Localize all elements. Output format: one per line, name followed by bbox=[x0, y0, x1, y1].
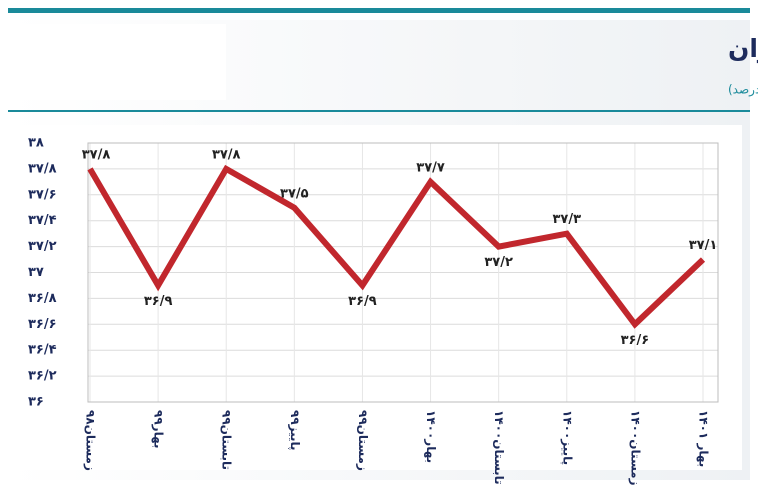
chart-subtitle: (واحد: درصد) bbox=[728, 83, 758, 98]
top-bar bbox=[8, 8, 750, 13]
y-tick-label: ۳۶/۶ bbox=[28, 317, 57, 332]
y-tick-label: ۳۷/۴ bbox=[28, 213, 57, 228]
y-tick-label: ۳۶ bbox=[28, 395, 44, 410]
y-tick-label: ۳۷/۲ bbox=[28, 239, 57, 254]
data-label: ۳۷/۷ bbox=[416, 160, 445, 175]
data-label: ۳۷/۸ bbox=[82, 147, 111, 162]
x-tick-label: زمستان۹۸ bbox=[84, 410, 98, 471]
data-label: ۳۷/۲ bbox=[484, 255, 513, 270]
x-tick-label: تابستان۹۹ bbox=[220, 410, 234, 470]
y-tick-label: ۳۶/۸ bbox=[28, 291, 57, 306]
data-label: ۳۷/۸ bbox=[212, 147, 241, 162]
data-label: ۳۷/۱ bbox=[689, 238, 718, 253]
x-tick-label: پاییز۹۹ bbox=[288, 410, 302, 451]
x-tick-label: بهار۹۹ bbox=[152, 410, 166, 449]
data-label: ۳۷/۳ bbox=[552, 212, 581, 227]
data-label: ۳۷/۵ bbox=[280, 186, 309, 201]
x-tick-label: بهار۱۴۰۰ bbox=[424, 410, 438, 463]
data-label: ۳۶/۹ bbox=[348, 294, 377, 309]
separator bbox=[8, 110, 750, 112]
y-tick-label: ۳۶/۴ bbox=[28, 343, 57, 358]
x-tick-label: بهار ۱۴۰۱ bbox=[697, 410, 711, 467]
y-tick-label: ۳۷/۸ bbox=[28, 161, 57, 176]
data-label: ۳۶/۶ bbox=[621, 333, 650, 348]
plot-border bbox=[87, 142, 719, 403]
chart-title: نسبت اشتغال کل در اقتصاد ایران bbox=[728, 34, 758, 64]
y-tick-label: ۳۷ bbox=[28, 265, 44, 280]
data-label: ۳۶/۹ bbox=[144, 294, 173, 309]
x-tick-label: زمستان۱۴۰۰ bbox=[628, 410, 642, 486]
x-tick-label: پاییز۱۴۰۰ bbox=[560, 410, 574, 465]
x-tick-label: تابستان۱۴۰۰ bbox=[492, 410, 506, 485]
y-tick-label: ۳۸ bbox=[28, 136, 44, 151]
y-tick-label: ۳۷/۶ bbox=[28, 187, 57, 202]
y-tick-label: ۳۶/۲ bbox=[28, 369, 57, 384]
x-tick-label: زمستان۹۹ bbox=[356, 410, 370, 471]
logo-area bbox=[12, 24, 226, 100]
plot-background bbox=[20, 125, 742, 470]
line bbox=[87, 164, 706, 329]
